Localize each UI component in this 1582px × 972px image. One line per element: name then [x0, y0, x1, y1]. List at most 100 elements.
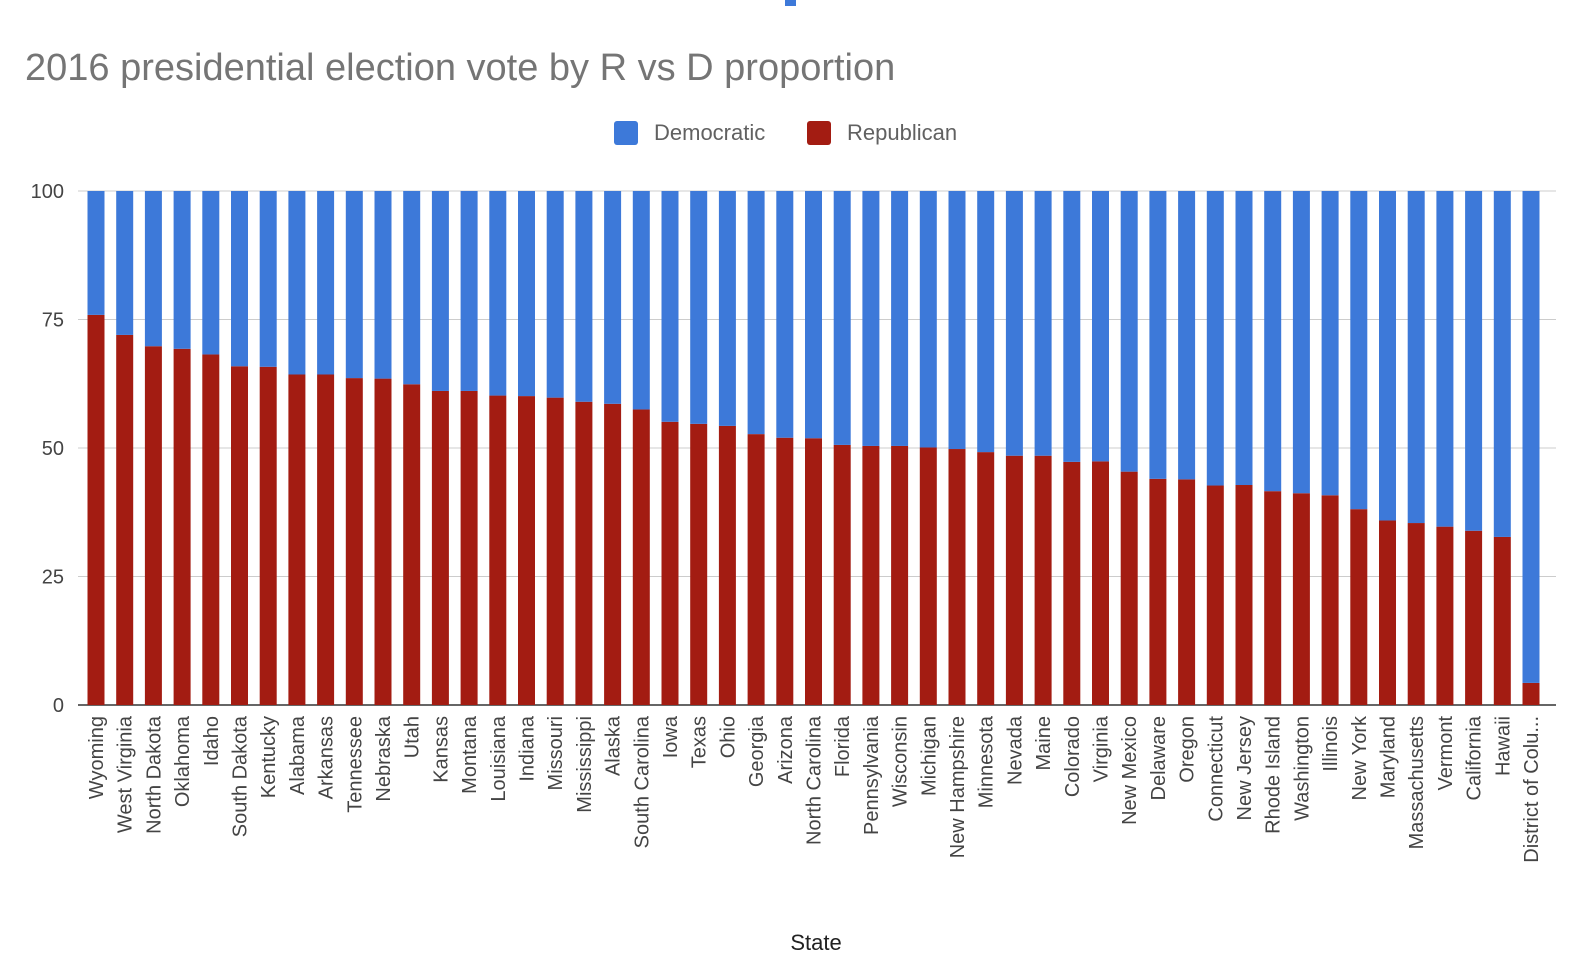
legend-swatch-republican: [807, 121, 831, 145]
bar-democratic: [718, 191, 736, 426]
bar-democratic: [661, 191, 679, 422]
bar-republican: [173, 348, 191, 705]
x-tick-label: Illinois: [1320, 716, 1342, 772]
legend-label-democratic: Democratic: [654, 120, 765, 145]
bar-democratic: [862, 191, 880, 446]
x-tick-label: Oklahoma: [172, 715, 194, 807]
bar-democratic: [288, 191, 306, 375]
bar-republican: [1092, 461, 1109, 705]
bar-republican: [345, 378, 363, 705]
bar-republican: [546, 397, 564, 705]
bars: [87, 191, 1540, 705]
bar-democratic: [231, 191, 248, 367]
x-tick-label: Maryland: [1378, 716, 1400, 798]
x-tick-label: Wyoming: [86, 716, 108, 799]
bar-democratic: [1292, 191, 1310, 494]
bar-republican: [1235, 485, 1253, 705]
bar-democratic: [144, 191, 162, 347]
x-tick-label: Delaware: [1148, 716, 1170, 800]
bar-democratic: [1178, 191, 1196, 480]
bar-democratic: [1522, 191, 1540, 683]
bar-republican: [632, 409, 650, 705]
bar-democratic: [948, 191, 966, 450]
bar-republican: [1493, 536, 1511, 705]
x-tick-label: Texas: [689, 716, 711, 768]
x-tick-label: West Virginia: [115, 715, 137, 833]
bar-republican: [1407, 523, 1425, 705]
y-tick-label: 25: [42, 567, 64, 589]
bar-republican: [891, 445, 909, 705]
x-tick-label: Tennessee: [344, 716, 366, 813]
bar-democratic: [1005, 191, 1023, 456]
bar-democratic: [1120, 191, 1138, 472]
y-tick-label: 100: [31, 181, 64, 203]
x-tick-label: Maine: [1033, 716, 1055, 770]
bar-republican: [1149, 478, 1167, 705]
bar-republican: [518, 396, 535, 705]
bar-republican: [1292, 493, 1310, 705]
bar-republican: [374, 378, 392, 705]
bar-republican: [1350, 509, 1368, 705]
x-tick-label: Oregon: [1177, 716, 1199, 783]
x-tick-label: South Dakota: [230, 715, 252, 837]
bar-republican: [317, 374, 335, 705]
bar-democratic: [977, 191, 995, 453]
bar-democratic: [833, 191, 851, 445]
bar-democratic: [1206, 191, 1224, 486]
x-tick-label: Idaho: [201, 716, 223, 766]
x-tick-label: Ohio: [717, 716, 739, 758]
bar-democratic: [87, 191, 105, 315]
bar-republican: [1264, 491, 1282, 705]
bar-democratic: [747, 191, 765, 435]
bar-republican: [718, 425, 736, 705]
bar-republican: [690, 423, 708, 705]
x-tick-label: Arkansas: [316, 716, 338, 799]
x-tick-label: Utah: [402, 716, 424, 758]
x-tick-label: New Hampshire: [947, 716, 969, 858]
bar-republican: [1465, 530, 1483, 705]
x-tick-label: New Jersey: [1234, 716, 1256, 820]
bar-republican: [1522, 682, 1540, 705]
bar-democratic: [345, 191, 363, 379]
x-tick-label: North Carolina: [804, 715, 826, 845]
bar-republican: [862, 445, 880, 705]
bar-democratic: [1436, 191, 1454, 527]
x-tick-label: District of Colu...: [1521, 716, 1543, 863]
bar-republican: [144, 346, 162, 705]
bar-democratic: [690, 191, 708, 424]
legend-swatch-democratic: [614, 121, 638, 145]
bar-democratic: [202, 191, 220, 355]
top-scrollbar-marker: [785, 0, 796, 6]
bar-democratic: [489, 191, 507, 396]
x-tick-label: Missouri: [545, 716, 567, 790]
x-axis-title: State: [790, 930, 841, 955]
x-tick-label: Michigan: [918, 716, 940, 796]
bar-republican: [747, 434, 765, 705]
bar-democratic: [1092, 191, 1109, 462]
bar-democratic: [1063, 191, 1081, 462]
x-tick-label: Indiana: [517, 715, 539, 781]
bar-democratic: [403, 191, 421, 385]
bar-democratic: [1379, 191, 1396, 521]
bar-republican: [604, 403, 622, 705]
bar-republican: [231, 366, 248, 705]
bar-republican: [805, 438, 822, 705]
bar-democratic: [776, 191, 794, 438]
x-tick-label: Colorado: [1062, 716, 1084, 797]
bar-democratic: [317, 191, 335, 375]
bar-democratic: [604, 191, 622, 404]
bar-democratic: [1350, 191, 1368, 510]
bar-republican: [87, 314, 105, 705]
y-tick-label: 0: [53, 695, 64, 717]
bar-democratic: [1034, 191, 1052, 456]
x-tick-label: New York: [1349, 715, 1371, 800]
bar-republican: [948, 449, 966, 705]
x-tick-label: Florida: [832, 715, 854, 777]
bar-republican: [661, 421, 679, 705]
bar-democratic: [1264, 191, 1282, 492]
bar-democratic: [919, 191, 937, 448]
bar-democratic: [546, 191, 564, 398]
bar-republican: [1034, 455, 1052, 705]
bar-republican: [1120, 471, 1138, 705]
bar-democratic: [116, 191, 134, 335]
